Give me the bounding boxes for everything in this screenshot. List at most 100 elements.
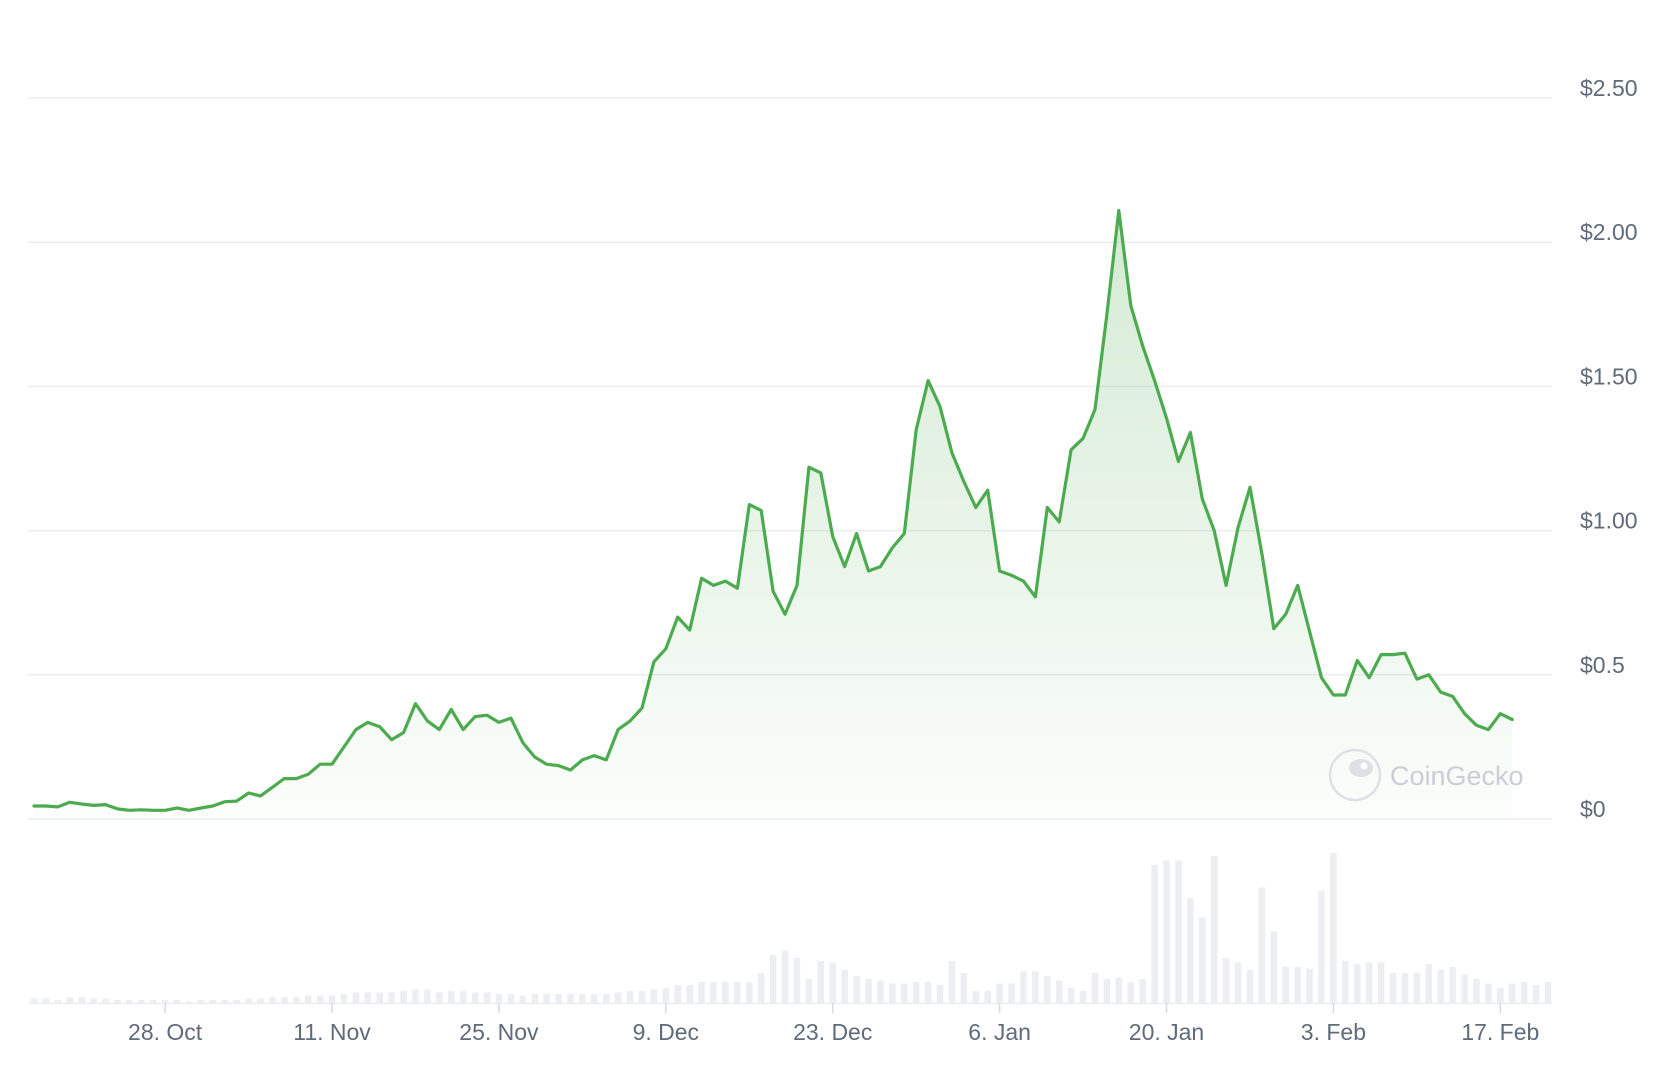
volume-bar: [1306, 968, 1313, 1003]
volume-bar: [483, 992, 491, 1003]
x-axis-labels: 28. Oct 11. Nov 25. Nov 9. Dec 23. Dec 6. Jan…: [128, 1003, 1539, 1045]
volume-bar: [698, 982, 705, 1003]
volume-bar: [1425, 964, 1433, 1003]
volume-bar: [1103, 979, 1111, 1003]
volume-bar: [984, 991, 991, 1003]
x-tick-label: 17. Feb: [1461, 1019, 1539, 1045]
volume-bar: [197, 1000, 205, 1003]
volume-bar: [1330, 853, 1337, 1003]
volume-bar: [1175, 860, 1182, 1003]
volume-bar: [292, 997, 300, 1003]
x-tick-label: 3. Feb: [1301, 1019, 1366, 1045]
volume-bar: [495, 994, 503, 1003]
volume-bar: [674, 985, 682, 1003]
volume-bar: [149, 1000, 157, 1003]
volume-bar: [1055, 980, 1063, 1003]
volume-bar: [400, 991, 407, 1003]
volume-bar: [78, 997, 85, 1003]
volume-bar: [1079, 991, 1087, 1003]
volume-bar: [948, 961, 956, 1003]
volume-bar: [245, 998, 252, 1003]
volume-bar: [650, 989, 658, 1003]
volume-bar: [233, 1000, 240, 1003]
volume-bar: [591, 994, 598, 1003]
volume-bar: [662, 988, 670, 1003]
volume-bar: [1044, 976, 1051, 1003]
volume-bar: [1449, 967, 1456, 1003]
x-tick-label: 25. Nov: [459, 1019, 539, 1045]
volume-bar: [1365, 962, 1373, 1003]
y-tick-label: $1.00: [1580, 508, 1638, 534]
volume-bar: [1032, 971, 1039, 1003]
volume-bar: [912, 982, 920, 1003]
volume-bar: [1353, 964, 1361, 1003]
volume-bar: [352, 992, 360, 1003]
volume-bar: [1199, 917, 1206, 1003]
volume-bar: [304, 995, 312, 1003]
volume-bar: [1127, 982, 1135, 1003]
volume-bar: [424, 989, 431, 1003]
volume-bar: [1497, 988, 1504, 1003]
volume-bar: [54, 1000, 62, 1003]
x-tick-label: 23. Dec: [793, 1019, 872, 1045]
volume-bar: [1508, 983, 1516, 1003]
volume-bar: [340, 994, 348, 1003]
volume-bar: [555, 994, 562, 1003]
price-line: [32, 208, 1514, 812]
volume-bar: [1377, 962, 1385, 1003]
volume-bar: [1008, 983, 1015, 1003]
volume-bar: [376, 992, 383, 1003]
volume-bar: [1532, 985, 1540, 1003]
volume-bar: [781, 950, 789, 1003]
volume-bar: [805, 979, 813, 1003]
volume-bar: [829, 962, 837, 1003]
volume-bar: [1282, 967, 1290, 1003]
x-tick-label: 11. Nov: [293, 1019, 371, 1045]
volume-bar: [757, 973, 765, 1003]
volume-bar: [1401, 973, 1409, 1003]
volume-bar: [328, 995, 336, 1003]
volume-bar: [412, 989, 419, 1003]
volume-bar: [138, 1000, 145, 1003]
volume-bar: [924, 982, 932, 1003]
volume-bar: [1485, 983, 1492, 1003]
price-area-layer: [32, 208, 1514, 819]
volume-bar: [793, 958, 801, 1003]
price-area-fill: [34, 210, 1513, 819]
y-tick-label: $2.00: [1580, 219, 1638, 245]
volume-bar: [114, 1000, 121, 1003]
volume-bar: [1461, 974, 1468, 1003]
volume-bar: [817, 961, 825, 1003]
y-tick-label: $2.50: [1580, 75, 1638, 101]
volume-bar: [1318, 890, 1325, 1003]
volume-bar: [1413, 973, 1421, 1003]
volume-bar: [889, 983, 896, 1003]
volume-bar: [161, 1000, 169, 1003]
volume-bar: [1020, 971, 1027, 1003]
volume-bar: [877, 980, 884, 1003]
y-tick-label: $0: [1580, 796, 1606, 822]
volume-bar: [686, 985, 693, 1003]
volume-bar: [1067, 988, 1075, 1003]
x-tick-label: 6. Jan: [968, 1019, 1031, 1045]
volume-bar: [1234, 962, 1242, 1003]
volume-bar: [209, 1000, 217, 1003]
volume-bar: [42, 998, 50, 1003]
x-tick-label: 28. Oct: [128, 1019, 203, 1045]
volume-bar: [769, 955, 777, 1003]
volume-bar: [1389, 973, 1397, 1003]
volume-bar: [960, 973, 968, 1003]
volume-bar: [1115, 977, 1123, 1003]
volume-bar: [1151, 865, 1158, 1003]
volume-bar: [364, 992, 372, 1003]
volume-bar: [722, 982, 729, 1003]
volume-bar: [30, 998, 38, 1003]
volume-bar: [579, 994, 586, 1003]
volume-bar: [734, 982, 741, 1003]
volume-bar: [614, 992, 622, 1003]
volume-bar: [436, 992, 443, 1003]
volume-bar: [1163, 860, 1170, 1003]
volume-bar: [710, 982, 717, 1003]
volume-bar: [90, 998, 97, 1003]
